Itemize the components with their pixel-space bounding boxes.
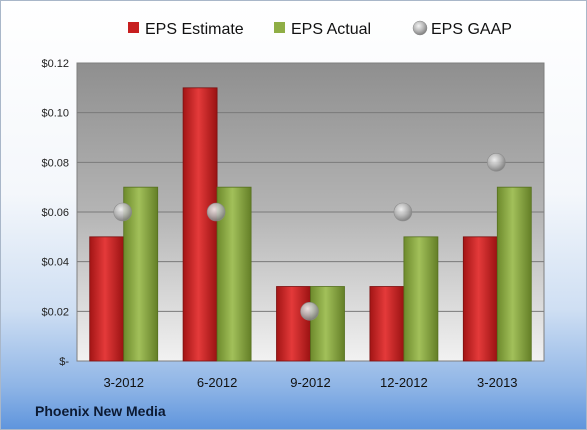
company-name: Phoenix New Media (35, 403, 166, 419)
x-tick-label: 3-2012 (103, 375, 143, 390)
y-tick-label: $0.08 (41, 157, 69, 169)
eps-estimate-bar (276, 286, 311, 362)
x-axis: 3-2012 6-2012 9-2012 12-2012 3-2013 (103, 375, 517, 390)
legend-swatch (128, 22, 139, 33)
eps-estimate-bar (369, 286, 405, 362)
y-tick-label: $0.02 (41, 306, 69, 318)
x-tick-label: 3-2013 (477, 375, 517, 390)
gaap-markers (113, 153, 506, 321)
legend-swatch (274, 22, 285, 33)
y-tick-label: $0.10 (41, 108, 69, 120)
eps-actual-bar (310, 286, 345, 362)
eps-gaap-marker (206, 202, 226, 222)
legend-swatch (412, 20, 428, 36)
eps-actual-bar (403, 236, 439, 362)
eps-gaap-marker (393, 202, 413, 222)
legend-label: EPS GAAP (431, 21, 512, 38)
x-tick-label: 12-2012 (380, 375, 428, 390)
eps-estimate-bar (462, 236, 498, 362)
eps-estimate-bar (182, 87, 218, 362)
y-tick-label: $0.12 (41, 58, 69, 70)
y-axis: $- $0.02 $0.04 $0.06 $0.08 $0.10 $0.12 (41, 58, 69, 368)
eps-gaap-marker (113, 202, 132, 222)
legend-label: EPS Estimate (145, 21, 244, 38)
eps-estimate-bar (89, 236, 125, 362)
eps-gaap-marker (486, 153, 506, 172)
y-tick-label: $0.04 (41, 257, 69, 269)
x-tick-label: 6-2012 (197, 375, 237, 390)
legend-label: EPS Actual (291, 21, 371, 38)
eps-gaap-marker (300, 302, 319, 321)
eps-actual-bar (496, 186, 532, 362)
eps-actual-bar (216, 186, 252, 362)
x-tick-label: 9-2012 (290, 375, 330, 390)
y-tick-label: $0.06 (41, 207, 69, 219)
legend: EPS Estimate EPS Actual EPS GAAP (128, 20, 512, 38)
y-tick-label: $- (59, 356, 69, 368)
